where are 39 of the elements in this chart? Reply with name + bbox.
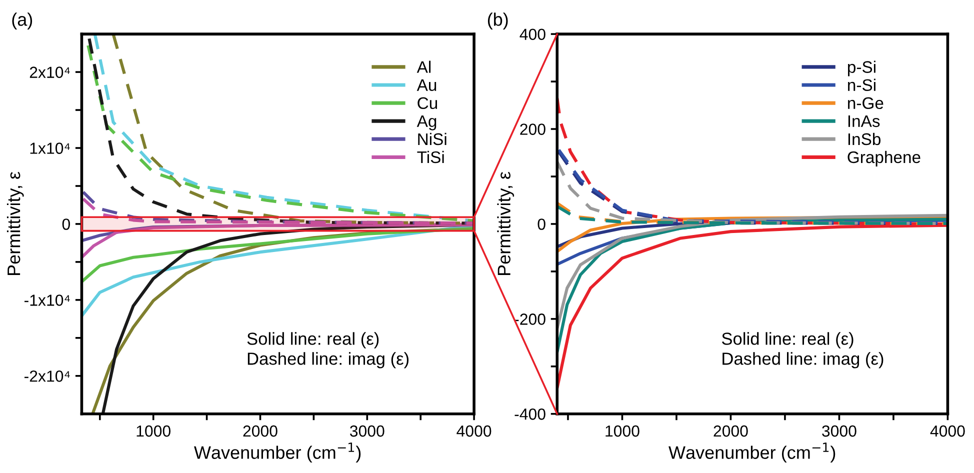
chart-title: (b) (488, 12, 508, 30)
x-tick-label: 3000 (822, 425, 856, 437)
x-tick-label: 1000 (136, 425, 170, 437)
x-tick-label: 3000 (350, 425, 384, 437)
y-tick-label: 1x10⁴ (30, 142, 70, 154)
legend-label: Cu (418, 97, 438, 110)
legend-label: TiSi (417, 150, 444, 164)
x-tick-label: 4000 (930, 425, 965, 437)
y-tick-label: 400 (520, 28, 546, 40)
y-tick-label: -200 (514, 314, 546, 325)
y-tick-label: -1x10⁴ (24, 294, 70, 306)
legend-label: Au (416, 79, 436, 91)
y-axis-title: Permittivity, ε (497, 172, 514, 275)
x-tick-label: 2000 (714, 425, 748, 437)
y-tick-label: 200 (520, 124, 546, 135)
legend-label: n-Ge (848, 97, 884, 110)
x-tick-label: 2000 (243, 425, 278, 437)
legend-label: NiSi (418, 132, 446, 146)
x-axis-title: Wavenumber (cm$^{−1}$) (194, 442, 361, 463)
y-tick-label: -400 (514, 408, 546, 420)
chart-title: (a) (12, 12, 32, 30)
annotation: Solid line: real (ε) Dashed line: imag (ε) (247, 332, 409, 368)
legend-label: n-Si (848, 78, 876, 91)
legend-label: InSb (848, 132, 880, 146)
legend-label: InAs (848, 115, 880, 128)
y-tick-label: 0 (538, 218, 546, 230)
legend-label: Ag (416, 115, 436, 130)
line-series (82, 226, 474, 284)
y-tick-label: 2x10⁴ (30, 66, 70, 78)
x-tick-label: 4000 (456, 425, 492, 437)
annotation: Solid line: real (ε) Dashed line: imag (ε) (722, 332, 884, 368)
legend-label: Graphene (848, 150, 920, 166)
y-tick-label: 0 (62, 218, 70, 230)
x-axis-title: Wavenumber (cm$^{−1}$) (668, 442, 836, 463)
x-tick-label: 1000 (606, 425, 640, 437)
y-tick-label: -2x10⁴ (24, 370, 70, 382)
y-axis-title: Permittivity, ε (6, 172, 24, 275)
legend-label: p-Si (848, 60, 876, 76)
legend-label: Al (416, 60, 431, 73)
